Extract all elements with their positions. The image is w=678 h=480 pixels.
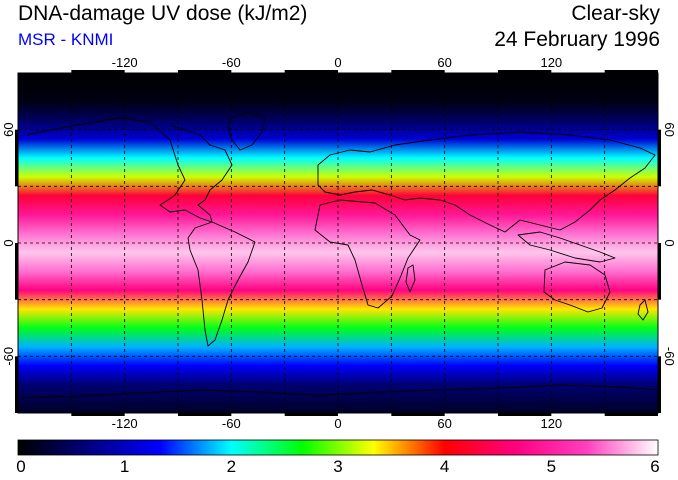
longitude-label-bottom: -60: [222, 416, 241, 431]
frame-tick-left: [15, 129, 18, 187]
frame-tick-right: [658, 129, 661, 187]
frame-tick-left: [15, 243, 18, 300]
frame-tick-top: [178, 70, 232, 73]
frame-tick-bottom: [391, 413, 445, 416]
madagascar-outline: [405, 264, 416, 293]
longitude-label-top: -120: [112, 55, 138, 70]
latitude-label-right: -60: [662, 347, 677, 366]
north-america-outline: [26, 117, 233, 223]
frame-tick-bottom: [284, 413, 338, 416]
frame-tick-right: [658, 243, 661, 300]
frame-tick-bottom: [604, 413, 658, 416]
longitude-label-bottom: 120: [540, 416, 562, 431]
eurasia-outline: [317, 131, 656, 233]
frame-tick-top: [604, 70, 658, 73]
longitude-label-top: 0: [334, 55, 341, 70]
map-panel: [15, 70, 661, 416]
southeast-asia-islands-outline: [517, 231, 616, 263]
longitude-labels-bottom: -120 -60 0 60 120: [112, 416, 563, 431]
south-america-outline: [187, 221, 256, 347]
frame-tick-top: [498, 70, 552, 73]
greenland-outline: [227, 111, 266, 151]
longitude-label-bottom: 60: [437, 416, 451, 431]
frame-tick-right: [658, 356, 661, 413]
latitude-label-left: 60: [1, 122, 16, 136]
colorbar: [17, 439, 659, 456]
frame-tick-bottom: [71, 413, 125, 416]
colorbar-label: 3: [333, 457, 343, 476]
frame-ticks: [15, 70, 661, 416]
colorbar-label: 2: [226, 457, 237, 476]
latitude-label-left: 0: [1, 239, 16, 246]
condition-label: Clear-sky: [571, 2, 660, 25]
frame-tick-top: [284, 70, 338, 73]
longitude-label-top: -60: [222, 55, 241, 70]
frame-tick-bottom: [498, 413, 552, 416]
longitude-label-bottom: -120: [112, 416, 138, 431]
frame-tick-top: [391, 70, 445, 73]
longitude-label-top: 120: [540, 55, 562, 70]
latitude-label-right: 60: [662, 122, 677, 136]
date-label: 24 February 1996: [494, 28, 660, 51]
latitude-labels-left: 60 0 -60: [1, 122, 16, 365]
africa-outline: [314, 199, 421, 309]
latitude-label-right: 0: [662, 239, 677, 246]
antarctica-outline: [17, 384, 659, 399]
source-label: MSR - KNMI: [18, 30, 114, 49]
colorbar-label: 4: [439, 457, 450, 476]
colorbar-label: 1: [119, 457, 130, 476]
latitude-labels-right: 60 0 -60: [662, 122, 677, 365]
graticule: [18, 73, 658, 413]
latitude-label-left: -60: [1, 347, 16, 366]
longitude-label-top: 60: [437, 55, 451, 70]
longitude-label-bottom: 0: [334, 416, 341, 431]
title: DNA-damage UV dose (kJ/m2): [18, 2, 308, 25]
new-zealand-outline: [637, 299, 649, 321]
colorbar-label: 6: [650, 457, 660, 476]
frame-tick-top: [71, 70, 125, 73]
colorbar-label: 5: [546, 457, 557, 476]
frame-tick-bottom: [178, 413, 232, 416]
longitude-labels-top: -120 -60 0 60 120: [112, 55, 563, 70]
frame-tick-left: [15, 356, 18, 413]
colorbar-label: 0: [16, 457, 26, 476]
